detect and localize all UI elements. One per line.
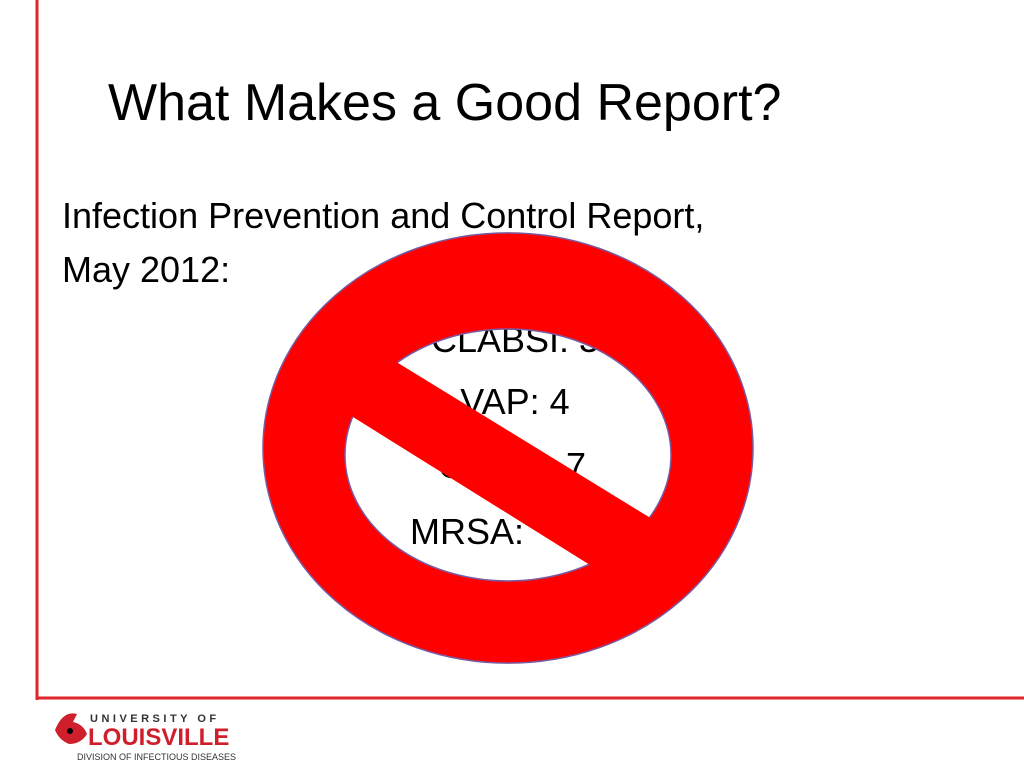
- list-item: MRSA:: [410, 511, 524, 552]
- logo: UNIVERSITY OF LOUISVILLE DIVISION OF INF…: [55, 713, 236, 762]
- intro-line: May 2012:: [62, 249, 230, 290]
- intro-line: Infection Prevention and Control Report,: [62, 195, 704, 236]
- logo-line: UNIVERSITY OF: [90, 713, 220, 725]
- logo-line: LOUISVILLE: [88, 724, 229, 751]
- slash: [345, 355, 670, 590]
- cardinal-eye: [67, 728, 73, 734]
- prohibition-sign: [262, 232, 754, 664]
- title: What Makes a Good Report?: [108, 74, 781, 132]
- logo-line: DIVISION OF INFECTIOUS DISEASES: [77, 752, 236, 762]
